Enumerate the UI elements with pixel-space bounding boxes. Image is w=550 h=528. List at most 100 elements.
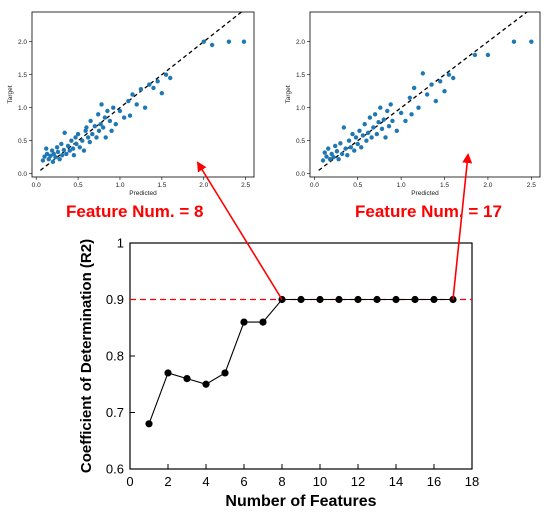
data-point <box>403 118 408 124</box>
data-point <box>96 128 102 133</box>
scatter-plot-feature-8: 0.0 0.5 1.0 1.5 2.0 2.5 0.0 0.5 1.0 1.5 2.0 Predict… <box>7 11 255 197</box>
x-tick-label: 0.0 <box>310 182 319 189</box>
data-point <box>343 146 348 151</box>
annotation-arrows <box>196 153 473 300</box>
y-tick-label: 0.6 <box>106 462 124 477</box>
data-point <box>451 75 456 81</box>
data-point <box>103 135 108 140</box>
data-point <box>59 153 65 158</box>
data-point <box>424 92 430 97</box>
data-point <box>168 75 173 81</box>
x-tick-label: 16 <box>427 474 441 489</box>
x-axis-label: Predicted <box>411 190 439 197</box>
data-point <box>511 39 517 44</box>
annotation-arrow <box>452 153 473 300</box>
x-tick-label: 2.0 <box>483 182 492 189</box>
data-point <box>121 115 127 120</box>
data-point <box>385 108 390 114</box>
data-point <box>345 153 350 158</box>
data-point <box>430 295 438 304</box>
data-point <box>95 112 101 117</box>
y-tick-label: 0.5 <box>18 138 27 145</box>
data-point <box>74 141 79 147</box>
data-point <box>65 143 71 149</box>
data-point <box>374 131 380 137</box>
data-point <box>201 39 206 44</box>
x-tick-label: 0.5 <box>353 182 362 189</box>
data-point <box>331 155 336 160</box>
data-point <box>352 148 357 153</box>
data-point <box>327 156 333 162</box>
data-point <box>359 145 364 150</box>
y-tick-label: 1.0 <box>18 105 27 112</box>
y-tick-label: 2.0 <box>18 39 27 46</box>
data-point <box>101 125 106 130</box>
data-point <box>341 125 347 130</box>
x-tick-label: 2.0 <box>199 182 208 189</box>
data-point <box>109 128 114 133</box>
data-point <box>348 145 353 150</box>
data-point <box>142 105 148 110</box>
y-tick-label: 0.7 <box>106 405 124 420</box>
data-point <box>126 98 131 104</box>
data-point <box>240 318 248 326</box>
data-point <box>372 112 378 117</box>
data-point <box>322 150 327 155</box>
y-tick-label: 1.5 <box>18 72 27 79</box>
data-point <box>392 295 400 304</box>
data-point <box>105 108 110 114</box>
data-point <box>429 82 434 87</box>
data-point <box>350 131 355 137</box>
data-point <box>365 130 371 135</box>
data-point <box>151 85 156 91</box>
data-point <box>369 135 374 140</box>
data-point <box>221 369 229 377</box>
data-point <box>241 39 247 44</box>
data-point <box>69 138 74 143</box>
y-axis-label: Coefficient of Determination (R2) <box>78 239 95 473</box>
data-point <box>164 369 172 377</box>
x-axis-label: Predicted <box>129 190 157 197</box>
data-point <box>80 138 85 143</box>
y-tick-label: 2.0 <box>296 39 305 46</box>
x-tick-label: 12 <box>351 474 365 489</box>
data-point <box>338 141 343 146</box>
data-point <box>407 95 413 101</box>
data-point <box>75 131 81 137</box>
data-point <box>367 115 373 120</box>
data-point <box>67 148 72 153</box>
y-tick-label: 0.5 <box>296 138 305 145</box>
data-point <box>44 146 49 151</box>
data-point <box>88 118 93 124</box>
data-point <box>381 117 386 122</box>
y-tick-label: 0.0 <box>296 171 305 178</box>
data-point <box>59 141 64 147</box>
data-point <box>388 102 393 107</box>
data-point <box>87 139 93 145</box>
data-point <box>326 146 331 151</box>
data-point <box>386 123 392 129</box>
data-point <box>94 135 99 140</box>
x-tick-label: 1.0 <box>397 182 406 189</box>
data-point <box>353 135 359 140</box>
x-tick-label: 2 <box>164 474 171 489</box>
data-point <box>99 102 104 107</box>
data-point <box>357 128 362 133</box>
data-point <box>379 126 385 132</box>
data-point <box>336 156 341 162</box>
data-point <box>259 318 267 326</box>
data-point <box>51 151 56 157</box>
annotation-arrow <box>196 161 283 300</box>
data-point <box>335 295 343 304</box>
data-point <box>209 42 215 48</box>
data-point <box>64 151 69 157</box>
data-point <box>111 105 116 110</box>
data-point <box>107 118 113 124</box>
data-point <box>376 120 381 125</box>
data-point <box>398 110 404 116</box>
data-point <box>102 115 108 120</box>
data-point <box>364 138 369 143</box>
data-point <box>297 295 305 304</box>
x-tick-label: 1.5 <box>440 182 449 189</box>
